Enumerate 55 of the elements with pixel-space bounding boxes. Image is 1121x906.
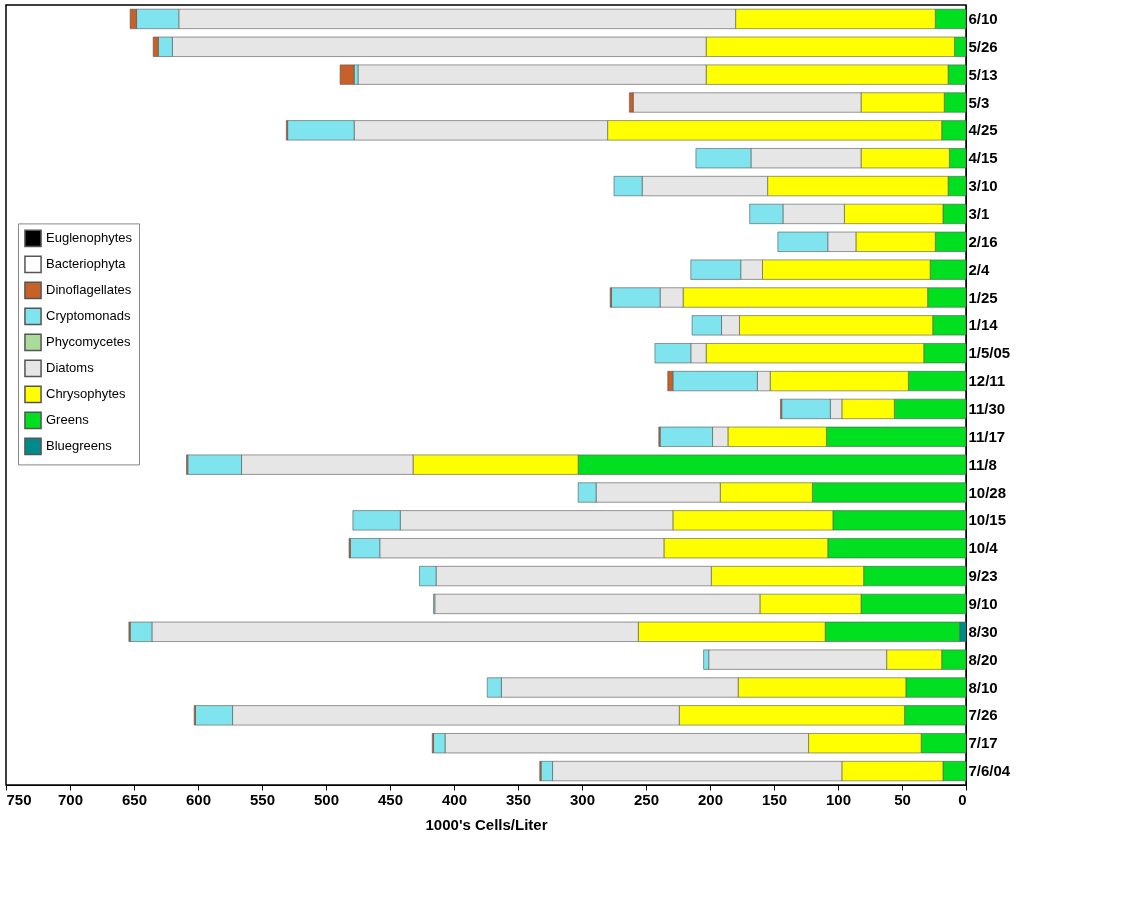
bar (339, 64, 355, 85)
x-tick-label: 300 (569, 790, 596, 808)
y-tick-label: 12/11 (968, 372, 1006, 390)
legend-label: Bacteriophyta (46, 256, 127, 272)
x-tick-label: 550 (249, 790, 276, 808)
y-tick-label: 11/30 (968, 399, 1006, 417)
x-tick-label: 350 (505, 790, 532, 808)
y-tick-label: 8/20 (968, 650, 998, 668)
y-tick-label: 11/8 (968, 455, 997, 473)
y-tick-label: 3/10 (968, 177, 998, 195)
x-tick-label: 100 (825, 790, 852, 808)
y-tick-label: 8/30 (968, 622, 998, 640)
y-tick-label: 3/1 (968, 204, 990, 222)
x-tick-label: 0 (958, 790, 967, 808)
x-tick-label: 50 (894, 790, 911, 808)
y-tick-label: 7/17 (968, 734, 998, 752)
y-tick-label: 5/13 (968, 65, 998, 83)
y-tick-label: 10/28 (968, 483, 1007, 501)
y-tick-label: 4/25 (968, 121, 998, 139)
legend-label: Bluegreens (46, 438, 113, 454)
y-tick-label: 9/23 (968, 567, 998, 585)
x-tick-label: 150 (761, 790, 788, 808)
legend-label: Diatoms (46, 360, 95, 376)
x-tick-label: 450 (377, 790, 404, 808)
x-tick-label: 400 (441, 790, 468, 808)
legend-label: Euglenophytes (46, 230, 133, 246)
y-tick-label: 5/26 (968, 37, 998, 55)
x-tick-label: 500 (313, 790, 340, 808)
y-tick-label: 4/15 (968, 149, 998, 167)
x-tick-label: 250 (633, 790, 660, 808)
x-tick-label: 200 (697, 790, 724, 808)
x-tick-label: 750 (6, 790, 32, 808)
x-axis-title: 1000's Cells/Liter (425, 815, 548, 833)
x-tick-label: 700 (57, 790, 84, 808)
y-tick-label: 7/6/04 (968, 762, 1011, 780)
y-tick-label: 10/4 (968, 539, 999, 557)
y-tick-label: 1/14 (968, 316, 999, 334)
y-tick-label: 2/4 (968, 260, 991, 278)
y-tick-label: 7/26 (968, 706, 998, 724)
x-tick-label: 650 (121, 790, 148, 808)
y-tick-label: 2/16 (968, 232, 998, 250)
y-tick-label: 11/17 (968, 427, 1006, 445)
legend-label: Cryptomonads (46, 308, 132, 324)
y-tick-label: 5/3 (968, 93, 990, 111)
y-tick-label: 6/10 (968, 9, 998, 27)
y-tick-label: 9/10 (968, 594, 998, 612)
legend-label: Greens (46, 412, 90, 428)
legend-label: Dinoflagellates (46, 282, 132, 298)
y-tick-label: 1/25 (968, 288, 998, 306)
y-tick-label: 8/10 (968, 678, 998, 696)
x-tick-label: 600 (185, 790, 212, 808)
legend-label: Phycomycetes (46, 334, 132, 350)
legend-label: Chrysophytes (46, 386, 126, 402)
y-tick-label: 10/15 (968, 511, 1007, 529)
y-tick-label: 1/5/05 (968, 344, 1011, 362)
